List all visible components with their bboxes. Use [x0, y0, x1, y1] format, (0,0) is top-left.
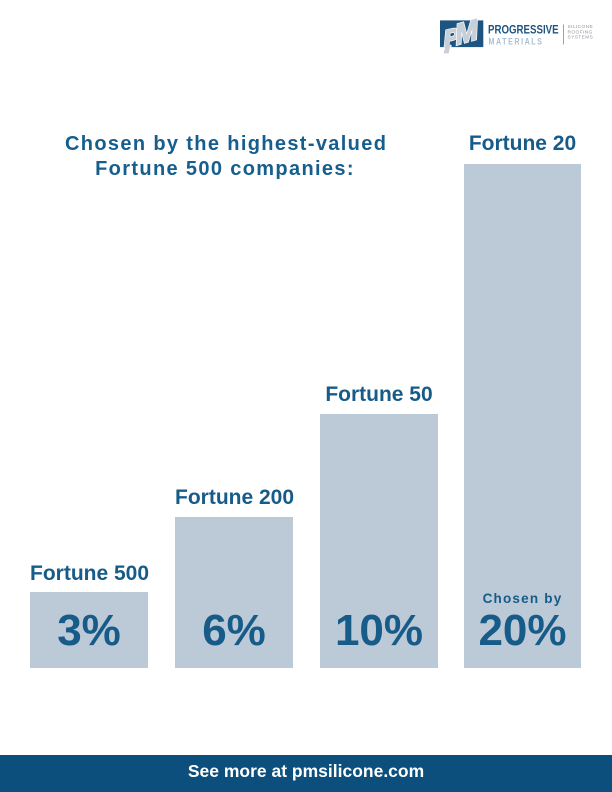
svg-text:ROOFING: ROOFING	[568, 29, 593, 35]
svg-text:M: M	[453, 13, 480, 50]
svg-text:PROGRESSIVE: PROGRESSIVE	[488, 23, 559, 37]
svg-text:SILICONE: SILICONE	[568, 24, 594, 30]
svg-text:SYSTEMS: SYSTEMS	[568, 35, 594, 41]
svg-text:MATERIALS: MATERIALS	[489, 37, 544, 48]
